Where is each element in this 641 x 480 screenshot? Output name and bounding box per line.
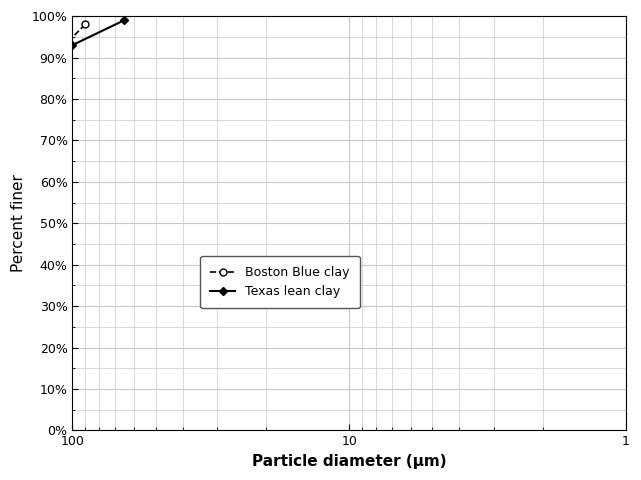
Y-axis label: Percent finer: Percent finer <box>11 174 26 272</box>
Boston Blue clay <box>12 80 20 85</box>
Line: Boston Blue clay: Boston Blue clay <box>0 21 88 305</box>
X-axis label: Particle diameter (μm): Particle diameter (μm) <box>252 454 447 469</box>
Texas lean clay <box>69 42 76 48</box>
Boston Blue clay <box>37 63 45 69</box>
Texas lean clay <box>121 17 128 23</box>
Texas lean clay <box>12 67 20 73</box>
Line: Texas lean clay: Texas lean clay <box>0 17 127 359</box>
Boston Blue clay <box>81 22 89 27</box>
Texas lean clay <box>37 50 45 56</box>
Boston Blue clay <box>57 47 65 52</box>
Legend: Boston Blue clay, Texas lean clay: Boston Blue clay, Texas lean clay <box>201 256 360 308</box>
